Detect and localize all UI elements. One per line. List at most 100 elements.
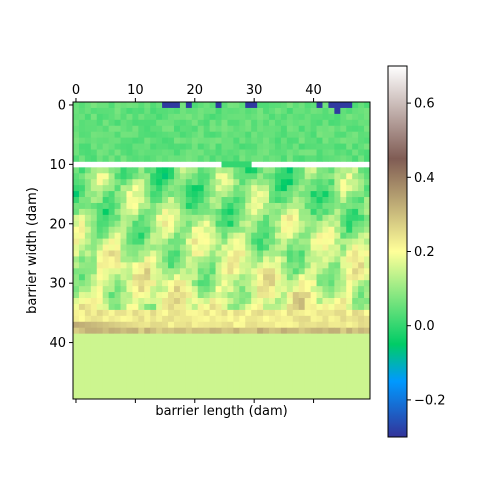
heatmap-cell (185, 333, 193, 340)
heatmap-cell (328, 238, 335, 245)
heatmap-cell (227, 107, 234, 115)
heatmap-cell (239, 208, 246, 216)
heatmap-cell (144, 327, 151, 335)
heatmap-cell (310, 155, 317, 162)
heatmap-cell (316, 303, 323, 311)
heatmap-cell (179, 143, 187, 150)
heatmap-cell (114, 202, 121, 210)
heatmap-cell (310, 214, 317, 222)
heatmap-cell (150, 387, 157, 394)
heatmap-cell (274, 202, 282, 210)
heatmap-cell (162, 268, 169, 275)
heatmap-cell (108, 191, 115, 198)
heatmap-cell (162, 232, 169, 240)
heatmap-cell (168, 238, 175, 245)
heatmap-cell (316, 321, 323, 329)
heatmap-cell (120, 333, 127, 340)
heatmap-cell (132, 131, 139, 139)
heatmap-cell (138, 298, 145, 305)
heatmap-cell (227, 125, 234, 133)
heatmap-cell (358, 369, 365, 376)
heatmap-cell (227, 102, 234, 109)
heatmap-cell (150, 226, 157, 234)
heatmap-cell (150, 119, 157, 127)
heatmap-cell (257, 375, 264, 382)
heatmap-cell (179, 179, 187, 186)
heatmap-cell (310, 268, 317, 275)
heatmap-cell (156, 256, 163, 263)
heatmap-cell (346, 274, 353, 281)
heatmap-cell (358, 345, 365, 352)
heatmap-cell (257, 327, 264, 335)
heatmap-cell (310, 315, 317, 323)
heatmap-cell (280, 375, 288, 382)
heatmap-cell (156, 280, 163, 287)
heatmap-cell (274, 125, 282, 133)
heatmap-cell (298, 357, 306, 364)
heatmap-cell (221, 387, 228, 394)
heatmap-cell (274, 280, 282, 287)
heatmap-cell (316, 309, 323, 317)
heatmap-cell (215, 226, 222, 234)
heatmap-cell (304, 202, 311, 210)
heatmap-cell (251, 262, 258, 269)
heatmap-cell (257, 309, 264, 317)
heatmap-cell (168, 137, 175, 144)
heatmap-cell (263, 113, 270, 121)
heatmap-cell (150, 232, 157, 240)
heatmap-cell (185, 339, 193, 346)
heatmap-cell (197, 102, 205, 109)
heatmap-cell (257, 102, 264, 109)
heatmap-cell (156, 351, 163, 358)
heatmap-cell (84, 202, 92, 210)
heatmap-cell (78, 274, 86, 281)
heatmap-cell (73, 250, 80, 257)
heatmap-cell (245, 137, 252, 144)
heatmap-cell (73, 357, 80, 364)
heatmap-cell (358, 214, 365, 222)
heatmap-cell (73, 131, 80, 139)
heatmap-cell (251, 309, 258, 317)
heatmap-cell (322, 197, 329, 204)
heatmap-cell (209, 369, 216, 376)
heatmap-cell (90, 333, 98, 340)
heatmap-cell (340, 327, 347, 335)
heatmap-cell (364, 232, 371, 240)
heatmap-cell (280, 131, 288, 139)
heatmap-cell (84, 131, 92, 139)
heatmap-cell (269, 191, 276, 198)
heatmap-cell (251, 143, 258, 150)
heatmap-cell (203, 197, 211, 204)
heatmap-cell (168, 375, 175, 382)
heatmap-cell (298, 286, 306, 293)
heatmap-cell (263, 155, 270, 162)
heatmap-cell (114, 303, 121, 311)
heatmap-cell (203, 143, 211, 150)
heatmap-cell (215, 102, 222, 109)
heatmap-cell (126, 208, 133, 216)
heatmap-cell (90, 113, 98, 121)
heatmap-cell (328, 393, 335, 400)
heatmap-cell (334, 137, 341, 144)
heatmap-cell (96, 345, 104, 352)
heatmap-cell (328, 345, 335, 352)
heatmap-cell (251, 292, 258, 299)
heatmap-cell (168, 102, 175, 109)
heatmap-cell (239, 321, 246, 329)
heatmap-cell (168, 149, 175, 156)
heatmap-cell (84, 393, 92, 400)
heatmap-cell (150, 256, 157, 263)
heatmap-cell (263, 232, 270, 240)
heatmap-cell (263, 393, 270, 400)
heatmap-cell (280, 280, 288, 287)
heatmap-cell (90, 250, 98, 257)
heatmap-cell (138, 131, 145, 139)
heatmap-cell (90, 208, 98, 216)
heatmap-cell (352, 226, 359, 234)
heatmap-cell (162, 262, 169, 269)
heatmap-cell (322, 357, 329, 364)
heatmap-cell (221, 238, 228, 245)
heatmap-cell (227, 256, 234, 263)
heatmap-cell (185, 167, 193, 174)
heatmap-cell (269, 238, 276, 245)
